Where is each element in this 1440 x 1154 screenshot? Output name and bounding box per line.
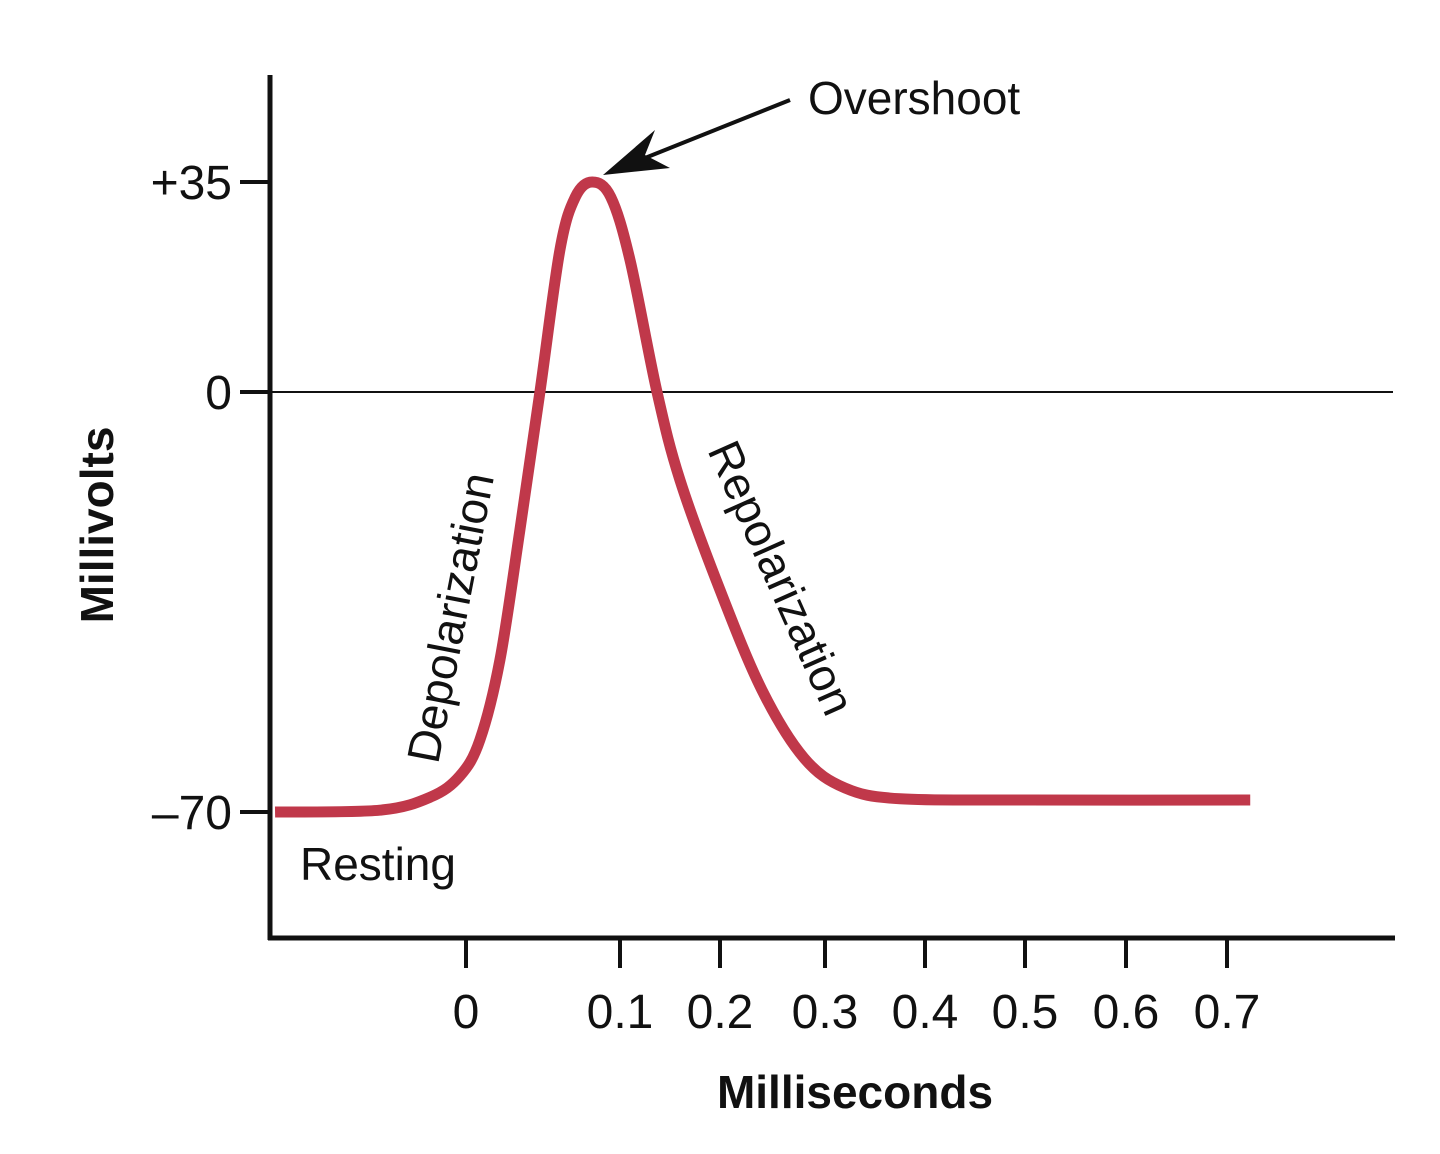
y-tick-label: +35 (151, 157, 232, 210)
x-axis-label: Milliseconds (717, 1066, 993, 1118)
overshoot-annotation: Overshoot (603, 72, 1020, 175)
x-tick-label: 0 (453, 986, 480, 1039)
overshoot-arrow-shaft (639, 98, 791, 162)
x-tick-label: 0.7 (1194, 986, 1261, 1039)
y-ticks: +35 0 –70 (151, 157, 270, 840)
y-tick-label: –70 (152, 787, 232, 840)
resting-label: Resting (300, 838, 456, 890)
x-tick-label: 0.6 (1093, 986, 1160, 1039)
x-tick-label: 0.1 (587, 986, 654, 1039)
axes (267, 75, 1395, 941)
x-tick-label: 0.2 (687, 986, 754, 1039)
x-tick-label: 0.4 (892, 986, 959, 1039)
series-line (274, 176, 1251, 818)
x-ticks: 0 0.1 0.2 0.3 0.4 0.5 0.6 0.7 (453, 938, 1261, 1039)
x-tick-label: 0.5 (992, 986, 1059, 1039)
x-tick-label: 0.3 (792, 986, 859, 1039)
y-tick-label: 0 (205, 367, 232, 420)
repolarization-label: Repolarization (698, 433, 865, 723)
y-axis-label: Millivolts (71, 427, 123, 624)
overshoot-label: Overshoot (808, 72, 1020, 124)
overshoot-arrowhead (603, 130, 670, 175)
